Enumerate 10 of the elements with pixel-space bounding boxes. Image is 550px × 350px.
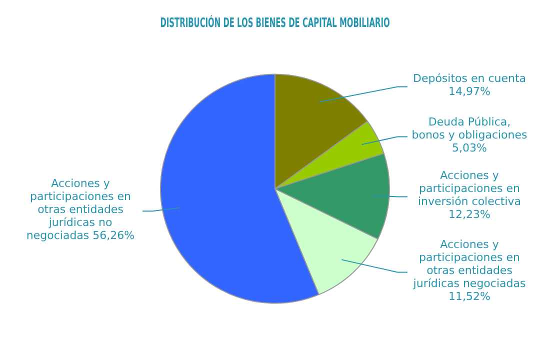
data-label: 12,23% [448,208,490,222]
slice-label: Deuda Pública, bonos y obligaciones [412,116,528,142]
data-label: 5,03% [452,142,487,155]
slice-label: Acciones y participaciones en otras entidades jurídicas no negociadas 56,26% [26,177,135,242]
chart-title: DISTRIBUCIÓN DE LOS BIENES DE CAPITAL MOBILIARIO [160,14,390,31]
slice-label: Acciones y participaciones en otras entidades jurídicas negociadas [412,238,526,290]
slice-label: Acciones y participaciones en inversión colectiva [418,169,522,208]
data-label: 14,97% [448,85,490,98]
slice-label: Depósitos en cuenta [412,72,526,86]
data-label: 11,52% [448,290,490,304]
